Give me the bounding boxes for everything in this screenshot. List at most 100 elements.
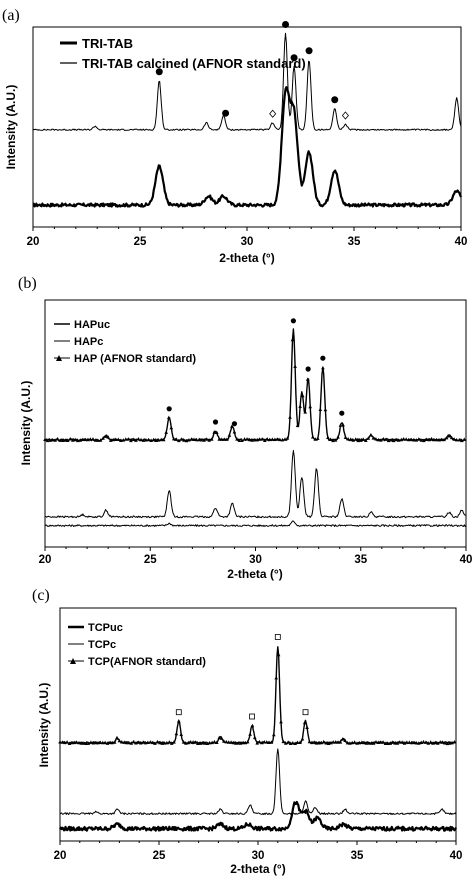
triangle-data-point	[389, 438, 393, 442]
triangle-data-point	[300, 393, 305, 398]
peak-marker-dot	[290, 54, 298, 62]
triangle-data-point	[376, 437, 381, 442]
triangle-data-point	[390, 740, 395, 744]
triangle-data-point	[427, 437, 431, 442]
triangle-data-point	[384, 437, 388, 441]
triangle-data-point	[150, 740, 155, 745]
triangle-data-point	[126, 437, 131, 441]
triangle-data-point	[364, 438, 368, 442]
triangle-data-point	[212, 739, 217, 744]
triangle-data-point	[60, 438, 65, 442]
x-tick-label-35: 35	[351, 850, 364, 862]
triangle-data-point	[212, 430, 216, 434]
peak-marker-square	[175, 709, 182, 716]
triangle-data-point	[65, 438, 70, 442]
triangle-data-point	[232, 430, 237, 434]
triangle-data-point	[93, 740, 98, 745]
triangle-data-point	[321, 739, 326, 744]
triangle-data-point	[352, 740, 357, 744]
triangle-data-point	[450, 740, 454, 745]
triangle-data-point	[409, 437, 414, 442]
triangle-data-point	[460, 438, 464, 443]
triangle-data-point	[412, 740, 416, 745]
triangle-data-point	[393, 741, 397, 745]
x-tick-label-25: 25	[153, 850, 166, 862]
panel-c-label: (c)	[32, 587, 50, 604]
series-line-tcpc	[59, 748, 457, 815]
panel-a-legend: TRI-TAB TRI-TAB calcined (AFNOR standard…	[60, 36, 306, 71]
triangle-data-point	[367, 741, 371, 745]
x-tick-label-30: 30	[249, 554, 262, 566]
triangle-data-point	[119, 438, 123, 442]
x-tick-label-40: 40	[450, 850, 463, 862]
triangle-data-point	[424, 437, 429, 441]
triangle-data-point	[194, 437, 199, 442]
panel-a-x-axis-title: 2-theta (°)	[219, 251, 274, 265]
triangle-data-point	[383, 741, 388, 745]
triangle-data-point	[79, 741, 84, 745]
panel-b-legend-label-hapuc: HAPuc	[74, 319, 110, 331]
peak-marker-square	[274, 634, 281, 640]
triangle-data-point	[444, 435, 449, 440]
triangle-data-point	[179, 732, 183, 736]
triangle-data-point	[122, 740, 126, 744]
triangle-data-point	[200, 741, 205, 745]
panel-b-label: (b)	[18, 275, 37, 292]
triangle-data-point	[83, 437, 88, 442]
triangle-data-point	[328, 437, 333, 441]
triangle-data-point	[139, 437, 143, 442]
panel-c-plot-frame	[59, 607, 457, 842]
panel-c-legend-label-tcpuc: TCPuc	[88, 622, 123, 634]
peak-marker-dot	[290, 318, 296, 324]
triangle-data-point	[76, 438, 80, 443]
panel-b-plot-frame	[44, 299, 467, 548]
triangle-data-point	[247, 437, 252, 442]
triangle-data-point	[398, 740, 402, 744]
triangle-data-point	[148, 740, 153, 744]
triangle-data-point	[82, 741, 86, 745]
triangle-data-point	[280, 437, 285, 442]
triangle-data-point	[428, 740, 433, 744]
triangle-data-point	[409, 740, 414, 745]
triangle-data-point	[324, 741, 328, 745]
triangle-data-point	[429, 436, 434, 441]
panel-b-series	[43, 328, 467, 527]
triangle-data-point	[308, 404, 312, 409]
triangle-data-point	[181, 740, 186, 744]
triangle-data-point	[250, 723, 255, 728]
peak-marker-dot	[212, 419, 219, 425]
panel-a-x-tick-labels: 20 25 30 35 40	[27, 236, 468, 248]
triangle-data-point	[131, 739, 136, 744]
triangle-data-point	[197, 437, 201, 442]
triangle-data-point	[235, 437, 239, 441]
triangle-data-point	[154, 438, 158, 442]
x-tick-label-25: 25	[144, 554, 157, 566]
x-tick-label-35: 35	[348, 236, 361, 248]
triangle-data-point	[204, 437, 209, 441]
triangle-data-point	[172, 436, 176, 441]
triangle-data-point	[279, 719, 283, 724]
triangle-data-point	[141, 438, 146, 442]
x-tick-label-30: 30	[252, 850, 265, 862]
triangle-data-point	[182, 438, 186, 442]
triangle-data-point	[323, 407, 328, 412]
panel-a-label: (a)	[2, 7, 20, 24]
triangle-data-point	[111, 437, 115, 442]
x-tick-label-40: 40	[455, 236, 468, 248]
triangle-data-point	[106, 435, 110, 439]
triangle-data-point	[108, 740, 112, 745]
triangle-data-point	[340, 737, 345, 741]
triangle-data-point	[88, 437, 93, 441]
panel-a: (a) 20 25 30 35 40 2-theta (°) Intensity (A.…	[2, 7, 467, 265]
panel-c-x-tick-labels: 20 25 30 35 40	[54, 850, 463, 862]
x-tick-label-40: 40	[460, 554, 473, 566]
triangle-data-point	[243, 740, 248, 745]
triangle-data-point	[269, 740, 274, 744]
triangle-data-point	[386, 438, 391, 443]
triangle-data-point	[115, 735, 119, 740]
triangle-data-point	[255, 741, 259, 745]
triangle-data-point	[225, 437, 229, 441]
panel-a-x-ticks	[32, 227, 462, 231]
triangle-data-point	[278, 437, 282, 442]
triangle-data-point	[447, 434, 451, 438]
